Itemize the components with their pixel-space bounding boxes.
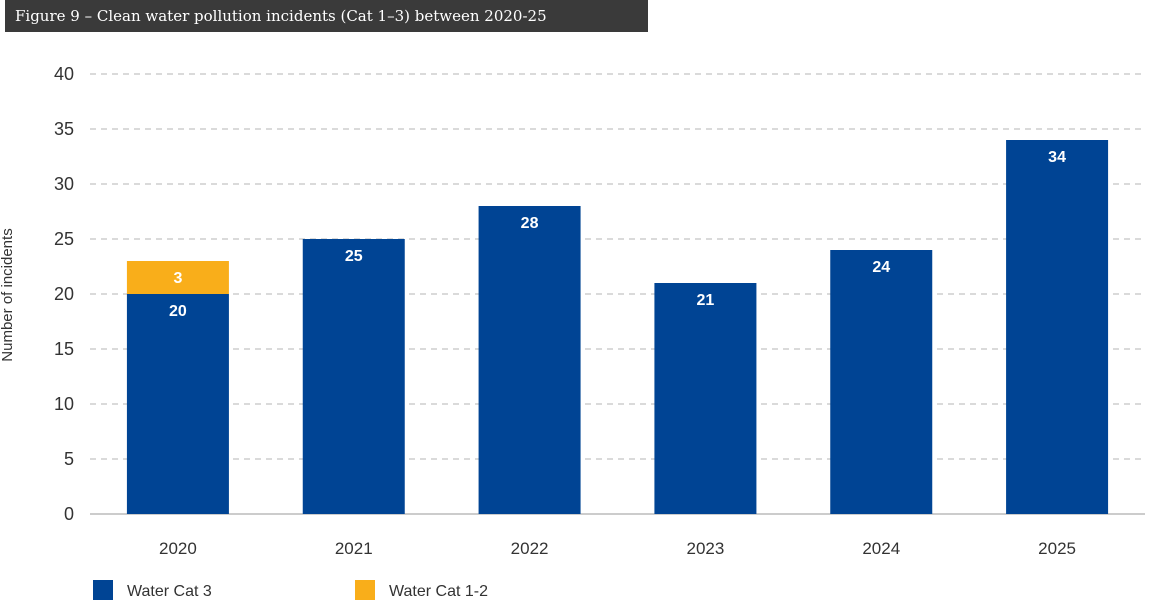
x-tick-label: 2021 xyxy=(335,539,373,558)
gridlines xyxy=(90,73,1145,515)
bar-water-cat-3-2021 xyxy=(302,239,405,514)
y-tick-label: 15 xyxy=(54,339,74,359)
y-tick-label: 0 xyxy=(64,504,74,524)
bar-water-cat-1-2-2020 xyxy=(126,261,229,294)
y-tick-label: 5 xyxy=(64,449,74,469)
y-tick-label: 35 xyxy=(54,119,74,139)
y-tick-label: 25 xyxy=(54,229,74,249)
legend-swatch xyxy=(355,580,375,600)
legend-item-water-cat-3: Water Cat 3 xyxy=(93,580,212,600)
legend-swatch xyxy=(93,580,113,600)
y-axis-ticks: 0 5 10 15 20 25 30 35 40 xyxy=(54,64,74,524)
y-tick-label: 10 xyxy=(54,394,74,414)
data-label: 34 xyxy=(1048,149,1066,166)
bar-water-cat-3-2020 xyxy=(126,294,229,514)
data-label: 21 xyxy=(697,292,715,309)
bar-water-cat-3-2022 xyxy=(478,206,581,514)
data-label: 28 xyxy=(521,215,539,232)
y-axis-label: Number of incidents xyxy=(0,228,16,361)
bars: 20 3 25 28 21 24 34 xyxy=(126,140,1109,514)
y-tick-label: 20 xyxy=(54,284,74,304)
x-tick-label: 2023 xyxy=(687,539,725,558)
data-label: 3 xyxy=(173,270,182,287)
bar-water-cat-3-2025 xyxy=(1006,140,1109,514)
x-tick-label: 2022 xyxy=(511,539,549,558)
x-tick-label: 2020 xyxy=(159,539,197,558)
x-axis-labels: 2020 2021 2022 2023 2024 2025 xyxy=(159,539,1076,558)
x-tick-label: 2024 xyxy=(862,539,900,558)
data-label: 25 xyxy=(345,248,363,265)
data-label: 20 xyxy=(169,303,187,320)
x-tick-label: 2025 xyxy=(1038,539,1076,558)
figure-title: Figure 9 – Clean water pollution inciden… xyxy=(5,0,648,32)
bar-water-cat-3-2024 xyxy=(830,250,933,514)
y-tick-label: 30 xyxy=(54,174,74,194)
legend-label: Water Cat 1-2 xyxy=(389,583,488,600)
legend: Water Cat 3 Water Cat 1-2 xyxy=(93,580,488,600)
data-label: 24 xyxy=(872,259,890,276)
y-tick-label: 40 xyxy=(54,64,74,84)
bar-water-cat-3-2023 xyxy=(654,283,757,514)
legend-label: Water Cat 3 xyxy=(127,583,212,600)
legend-item-water-cat-1-2: Water Cat 1-2 xyxy=(355,580,488,600)
